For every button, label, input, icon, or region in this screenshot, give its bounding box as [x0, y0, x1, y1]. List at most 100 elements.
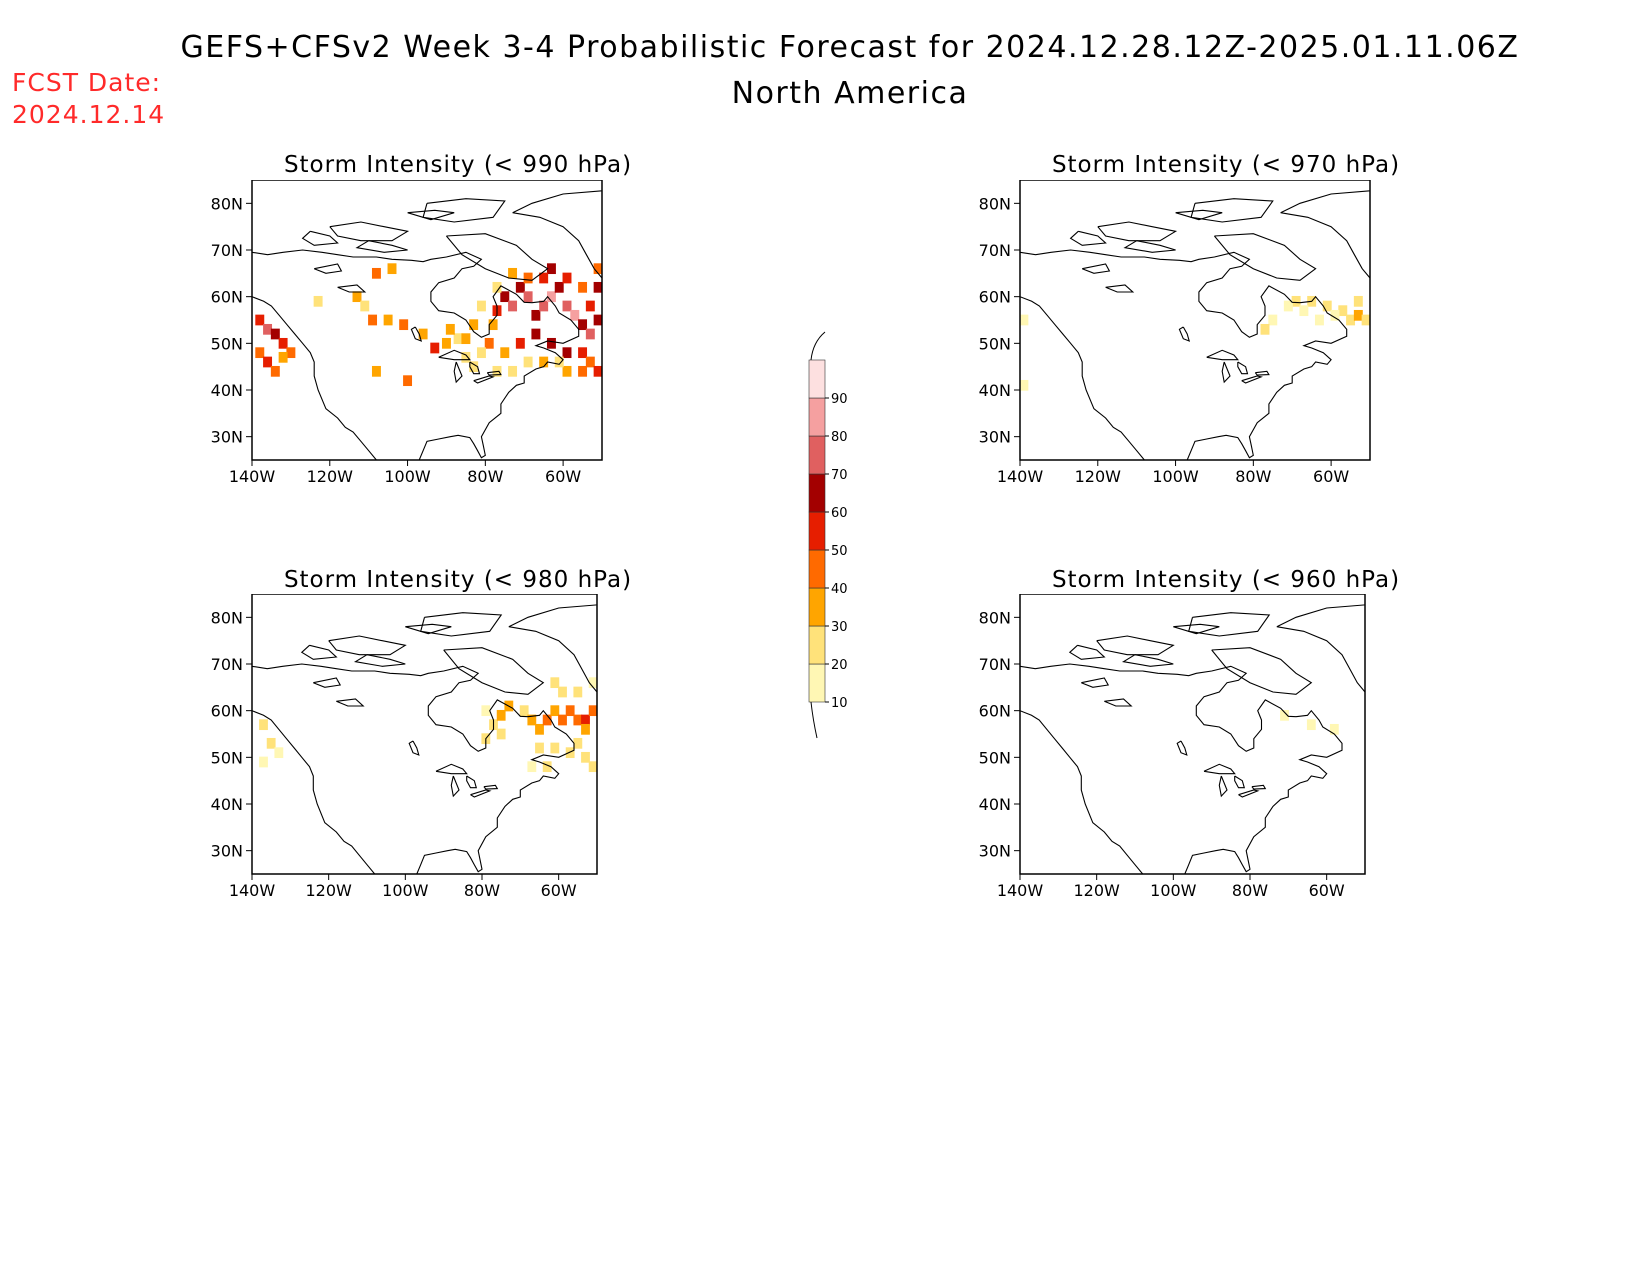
probability-cell	[558, 714, 567, 726]
probability-cell	[1260, 323, 1270, 335]
lake-outline	[1251, 784, 1267, 790]
greenland-outline	[1280, 190, 1370, 279]
probability-cell	[508, 267, 518, 279]
probability-cell	[441, 337, 451, 349]
lake-outline	[1238, 789, 1260, 798]
probability-cell	[539, 272, 549, 284]
probability-cell	[496, 709, 506, 721]
lake-outline	[1237, 361, 1249, 375]
probability-cell	[581, 723, 590, 735]
lake-outline	[1234, 775, 1246, 789]
island-outline	[301, 230, 339, 246]
coastline	[252, 663, 575, 874]
island-outline	[1096, 635, 1175, 656]
probability-cell	[531, 328, 541, 340]
probability-cell	[360, 300, 370, 312]
probability-cell	[1353, 295, 1363, 307]
island-outline	[355, 240, 408, 253]
probability-cell	[588, 761, 597, 773]
probability-cell	[469, 319, 479, 331]
island-outline	[1213, 233, 1317, 281]
coastline	[252, 249, 580, 460]
probability-cell	[1280, 709, 1289, 721]
probability-cell	[578, 319, 588, 331]
lake-outline	[450, 775, 460, 798]
lat-label: 70N	[979, 241, 1011, 260]
lat-label: 30N	[979, 842, 1011, 861]
lat-label: 30N	[211, 842, 243, 861]
lat-label: 60N	[979, 288, 1011, 307]
lon-label: 80W	[467, 467, 503, 486]
probability-cell	[1322, 300, 1332, 312]
colorbar-label: 70	[831, 468, 848, 483]
greenland-outline	[508, 604, 597, 693]
forecast-date-label: FCST Date:	[12, 68, 162, 97]
probability-cell	[550, 677, 560, 689]
lake-outline	[410, 326, 423, 342]
probability-cell	[368, 314, 378, 326]
probability-cell	[585, 328, 595, 340]
probability-cell	[527, 714, 537, 726]
probability-cell	[399, 319, 409, 331]
lon-label: 120W	[307, 467, 354, 486]
coastline	[252, 710, 376, 874]
lat-label: 30N	[979, 428, 1011, 447]
lake-outline	[1176, 740, 1188, 756]
lat-label: 50N	[979, 748, 1011, 767]
lon-label: 120W	[305, 881, 352, 900]
island-outline	[445, 233, 549, 281]
probability-cell	[585, 300, 595, 312]
probability-cell	[371, 365, 381, 377]
probability-cell	[573, 686, 583, 698]
probability-cell	[593, 281, 602, 293]
probability-cell	[263, 323, 273, 335]
colorbar-label: 20	[831, 658, 848, 673]
lat-label: 40N	[211, 795, 243, 814]
probability-cell	[403, 375, 413, 387]
island-outline	[1123, 240, 1176, 253]
probability-cell	[554, 356, 564, 368]
probability-cell	[418, 328, 428, 340]
lat-label: 40N	[211, 381, 243, 400]
lat-label: 40N	[979, 381, 1011, 400]
colorbar-label: 50	[831, 544, 848, 559]
lat-label: 70N	[979, 655, 1011, 674]
panel-title-970: Storm Intensity (< 970 hPa)	[1051, 152, 1401, 178]
lake-outline	[336, 698, 365, 707]
island-outline	[443, 647, 545, 695]
colorbar-segment	[808, 511, 826, 551]
lake-outline	[1241, 375, 1263, 384]
coastline	[1020, 249, 1348, 460]
probability-cell	[562, 347, 572, 359]
probability-cell	[270, 365, 280, 377]
lat-label: 70N	[211, 241, 243, 260]
map-panel-980: 80N 70N 60N 50N 40N 30N 140W 120W 100W 80W 60W	[211, 594, 598, 900]
probability-cell	[542, 714, 552, 726]
probability-cell	[527, 761, 537, 773]
lat-label: 80N	[211, 608, 243, 627]
island-outline	[1121, 654, 1174, 667]
probability-cell	[469, 361, 479, 373]
probability-cell	[588, 705, 597, 717]
probability-cell	[558, 686, 567, 698]
probability-cell	[430, 342, 440, 354]
colorbar-segment	[808, 549, 826, 589]
probability-cell	[542, 761, 552, 773]
lon-label: 60W	[541, 881, 577, 900]
lat-label: 70N	[211, 655, 243, 674]
lake-outline	[313, 677, 342, 688]
lon-label: 140W	[229, 467, 276, 486]
lake-outline	[1178, 326, 1191, 342]
island-outline	[300, 644, 338, 660]
probability-cell	[453, 333, 463, 345]
probability-cell	[259, 719, 268, 731]
lake-outline	[1104, 698, 1133, 707]
lake-outline	[438, 349, 471, 361]
lat-label: 60N	[979, 702, 1011, 721]
probability-cell	[588, 677, 597, 689]
probability-cell	[539, 300, 549, 312]
greenland-outline	[1276, 604, 1365, 693]
probability-cell	[352, 291, 362, 303]
colorbar-bottom-cap	[810, 701, 818, 739]
figure-title: GEFS+CFSv2 Week 3-4 Probabilistic Foreca…	[180, 30, 1520, 65]
